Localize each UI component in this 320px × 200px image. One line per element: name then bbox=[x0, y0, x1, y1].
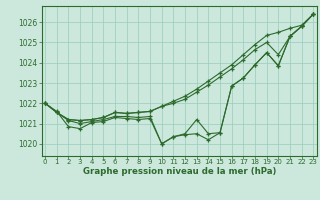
X-axis label: Graphe pression niveau de la mer (hPa): Graphe pression niveau de la mer (hPa) bbox=[83, 167, 276, 176]
